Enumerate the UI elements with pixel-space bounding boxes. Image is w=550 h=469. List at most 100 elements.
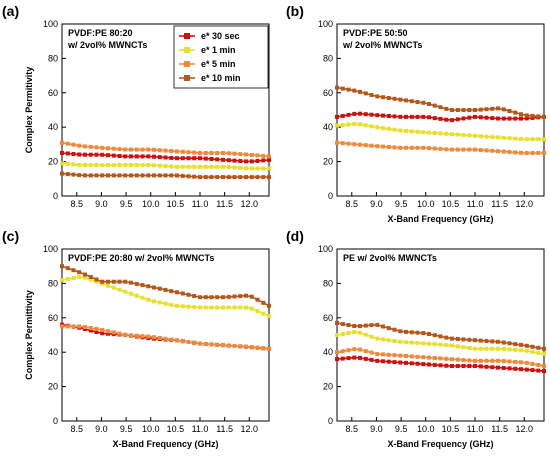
data-point: [335, 350, 339, 355]
data-point: [427, 332, 431, 336]
data-point: [421, 355, 426, 360]
data-point: [111, 153, 116, 158]
series: [335, 347, 546, 368]
data-point: [140, 173, 145, 178]
data-point: [404, 354, 408, 358]
data-point: [392, 353, 397, 358]
data-point: [478, 134, 483, 139]
x-tick-label: 8.5: [71, 424, 84, 434]
data-point: [77, 324, 82, 329]
data-point: [83, 152, 87, 157]
y-tick-label: 40: [48, 347, 58, 357]
data-point: [226, 158, 231, 163]
chart-panel: (d) 0 20 40 60 80 100 8.5 9.0 9.5 10.0 10.5 11.0 11.5…: [286, 228, 546, 449]
data-point: [77, 162, 82, 167]
data-point: [524, 113, 529, 118]
legend-entry: e* 1 min: [201, 45, 236, 55]
data-point: [65, 151, 70, 156]
data-point: [501, 107, 506, 112]
data-point: [444, 335, 449, 340]
data-point: [461, 337, 466, 342]
data-point: [346, 87, 351, 92]
data-point: [157, 300, 162, 305]
data-point: [404, 98, 408, 103]
data-point: [352, 122, 357, 126]
data-point: [444, 117, 449, 122]
data-point: [363, 91, 368, 96]
data-point: [249, 294, 254, 299]
data-point: [60, 264, 64, 269]
data-point: [111, 173, 116, 178]
data-point: [432, 103, 437, 108]
data-point: [152, 299, 156, 304]
data-point: [519, 150, 523, 155]
data-point: [392, 327, 397, 332]
x-tick-label: 9.5: [120, 199, 133, 209]
data-point: [140, 154, 145, 159]
data-point: [77, 270, 82, 275]
series: [335, 122, 546, 142]
data-point: [192, 340, 197, 345]
x-tick-label: 9.5: [395, 199, 408, 209]
x-tick-label: 10.5: [442, 199, 460, 209]
data-point: [404, 145, 408, 150]
data-point: [249, 152, 254, 157]
data-point: [386, 338, 391, 343]
data-point: [427, 102, 431, 106]
data-point: [77, 143, 82, 148]
data-point: [94, 163, 99, 167]
data-point: [244, 305, 248, 310]
data-point: [335, 140, 339, 145]
data-point: [369, 350, 374, 355]
data-point: [175, 290, 179, 295]
data-point: [484, 148, 489, 153]
data-point: [175, 338, 179, 343]
data-point: [335, 114, 339, 119]
y-tick-label: 80: [48, 278, 58, 288]
data-point: [340, 356, 345, 361]
data-point: [226, 343, 231, 348]
data-point: [221, 175, 225, 180]
data-point: [192, 174, 197, 179]
data-point: [375, 336, 380, 341]
x-tick-label: 12.0: [516, 199, 534, 209]
data-point: [100, 331, 105, 336]
data-point: [536, 368, 541, 373]
data-point: [467, 115, 472, 120]
data-point: [409, 145, 414, 150]
data-point: [129, 291, 133, 296]
data-point: [358, 89, 362, 94]
data-point: [484, 339, 489, 343]
y-tick-label: 60: [48, 88, 58, 98]
legend-entry: e* 30 sec: [201, 31, 240, 41]
data-point: [415, 114, 420, 119]
y-tick-label: 100: [43, 244, 58, 254]
data-point: [163, 148, 168, 153]
data-point: [507, 347, 512, 352]
data-point: [65, 266, 70, 271]
data-point: [238, 165, 243, 170]
x-tick-label: 9.0: [95, 424, 108, 434]
data-point: [146, 147, 151, 152]
data-point: [192, 294, 197, 298]
plot-frame: [61, 248, 270, 422]
data-point: [478, 115, 483, 120]
data-point: [146, 154, 151, 159]
data-point: [226, 305, 231, 310]
data-point: [244, 166, 248, 171]
data-point: [542, 369, 546, 374]
data-point: [542, 364, 546, 368]
data-point: [530, 362, 535, 366]
data-point: [244, 293, 248, 298]
data-point: [473, 364, 477, 368]
y-tick-label: 40: [48, 122, 58, 132]
data-point: [340, 86, 345, 91]
data-point: [369, 334, 374, 339]
data-point: [83, 173, 87, 178]
data-point: [175, 164, 179, 169]
data-point: [163, 164, 168, 169]
data-point: [117, 279, 122, 284]
series: [60, 274, 271, 319]
series: [335, 140, 546, 155]
